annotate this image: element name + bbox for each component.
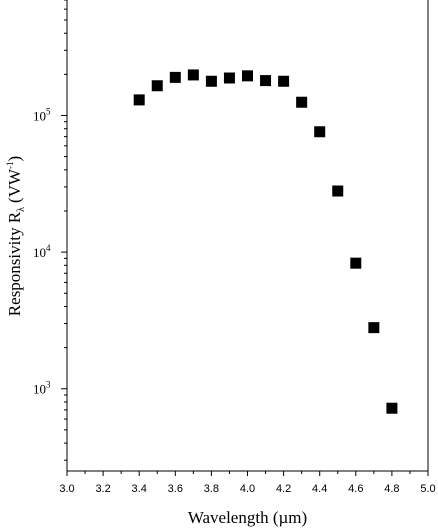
x-tick-label: 3.0 <box>59 483 74 495</box>
x-tick-label: 4.0 <box>240 483 255 495</box>
x-tick-label: 4.4 <box>312 483 327 495</box>
y-tick-label-base: 10 <box>33 245 46 260</box>
x-tick-label: 4.8 <box>384 483 399 495</box>
y-tick-label-exponent: 5 <box>46 106 51 116</box>
x-tick-label: 3.8 <box>204 483 219 495</box>
data-point <box>386 402 398 414</box>
y-tick-label: 103 <box>33 380 51 397</box>
y-axis-title-main: Responsivity R <box>5 211 24 316</box>
x-tick-label: 5.0 <box>420 483 435 495</box>
y-axis-title-unit-close: ) <box>5 156 24 162</box>
y-axis-title-subscript: λ <box>16 207 27 212</box>
x-tick-label: 4.2 <box>276 483 291 495</box>
data-point <box>314 126 326 138</box>
data-point <box>151 80 163 92</box>
x-axis-title: Wavelength (µm) <box>188 508 307 527</box>
data-point <box>242 70 253 82</box>
data-point <box>278 75 290 87</box>
x-tick-label: 4.6 <box>348 483 363 495</box>
y-tick-label: 105 <box>33 106 51 123</box>
y-axis-title-unit: (VW <box>5 168 24 203</box>
x-ticks: 3.0 3.2 3.4 3.6 3.8 4.0 4.2 4.4 4.6 4.8 5.0 <box>59 471 436 495</box>
data-point <box>223 72 235 84</box>
y-tick-label-base: 10 <box>33 382 46 397</box>
x-tick-label: 3.2 <box>95 483 110 495</box>
data-point <box>260 75 272 87</box>
data-point <box>350 257 362 269</box>
data-point <box>205 75 217 87</box>
data-point <box>332 185 344 197</box>
y-tick-label-base: 10 <box>33 108 46 123</box>
data-point <box>296 96 308 108</box>
y-tick-label: 104 <box>33 243 51 260</box>
y-tick-label-exponent: 4 <box>46 243 51 253</box>
y-tick-label-exponent: 3 <box>46 380 51 390</box>
data-points <box>133 69 398 414</box>
y-axis-title: Responsivity Rλ (VW-1) <box>5 156 27 316</box>
data-point <box>133 94 145 106</box>
x-tick-label: 3.4 <box>132 483 147 495</box>
x-tick-label: 3.6 <box>168 483 183 495</box>
data-point <box>169 71 181 83</box>
y-axis-title-unit-exponent: -1 <box>5 161 15 169</box>
data-point <box>187 69 199 81</box>
data-point <box>368 322 380 334</box>
